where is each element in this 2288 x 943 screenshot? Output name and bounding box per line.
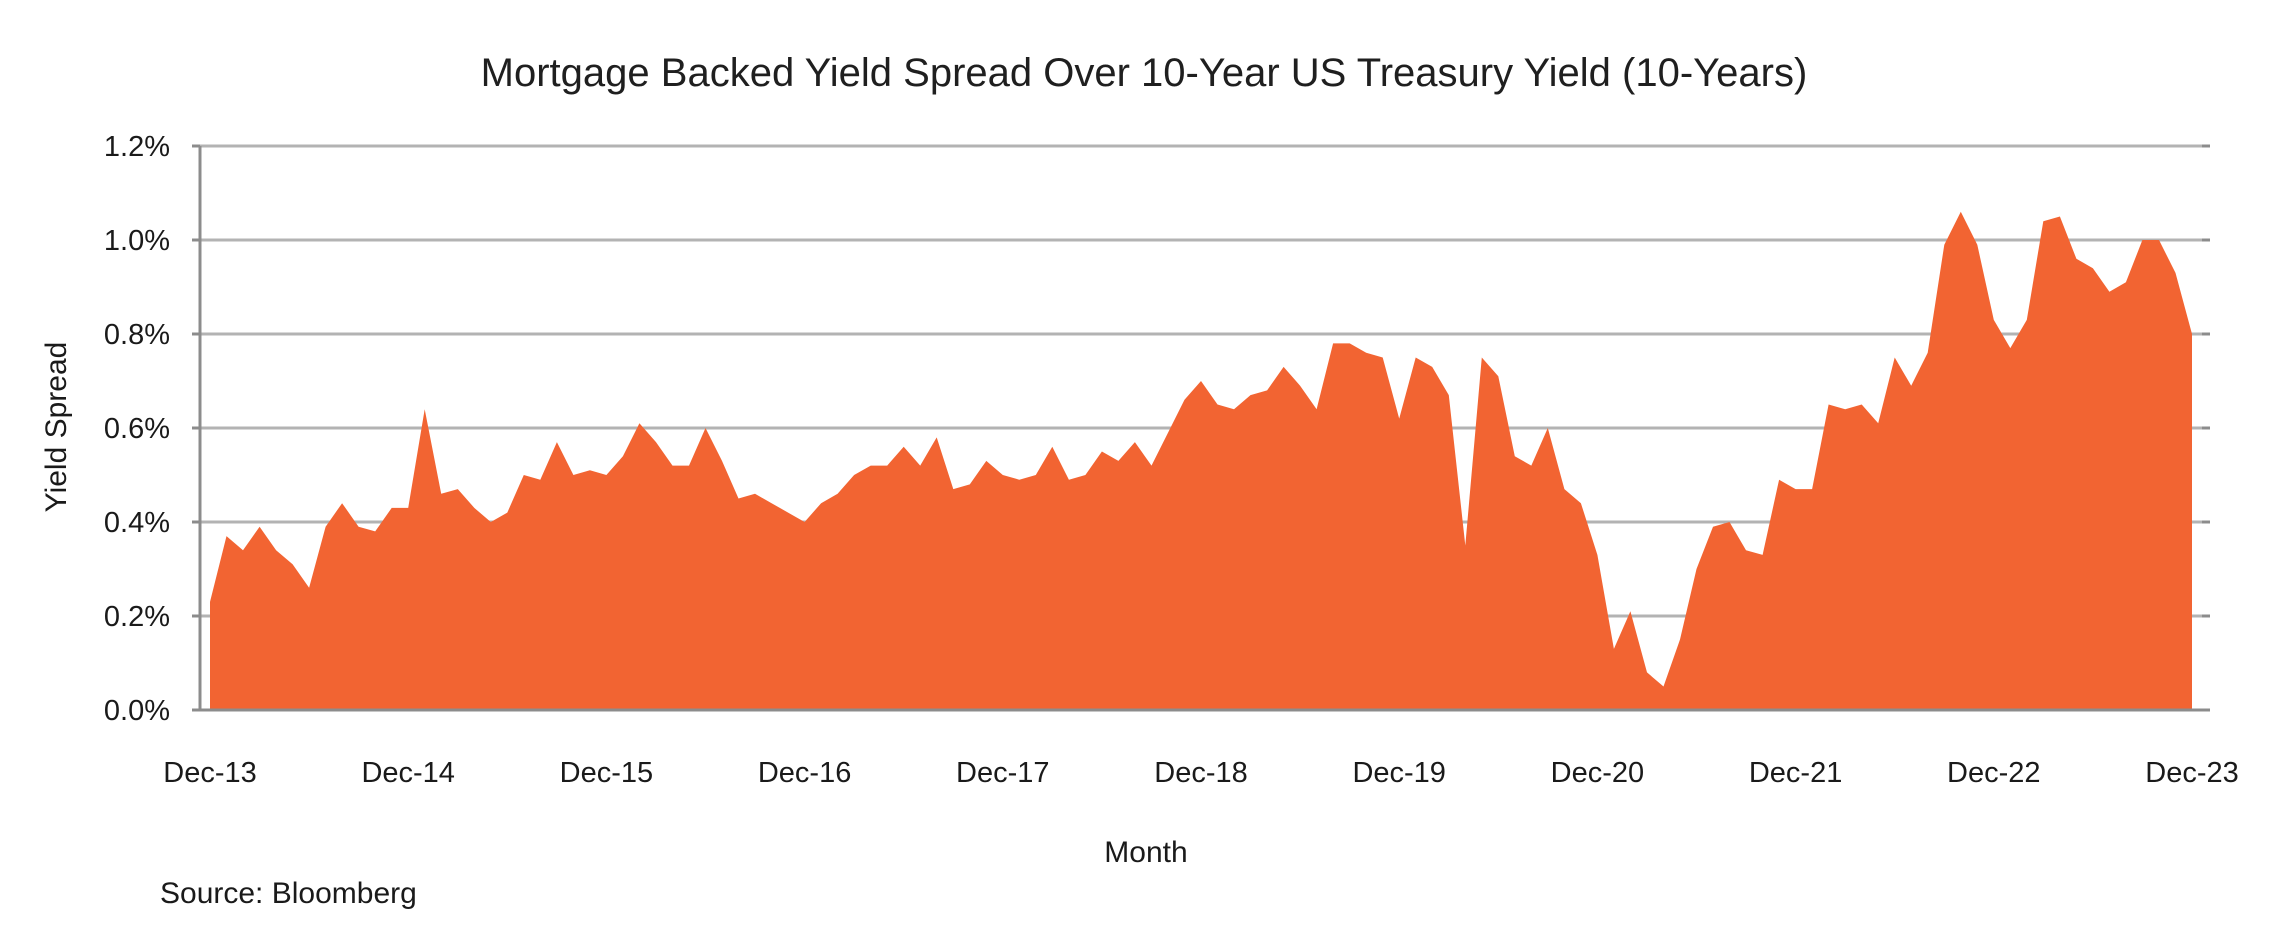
x-tick-label: Dec-16	[758, 757, 852, 789]
x-tick-label: Dec-14	[361, 757, 455, 789]
area-series	[210, 211, 2192, 711]
y-tick-label: 1.2%	[104, 131, 170, 163]
y-axis-title: Yield Spread	[40, 342, 73, 513]
x-tick-label: Dec-17	[956, 757, 1050, 789]
y-tick-label: 0.0%	[104, 695, 170, 727]
x-tick-label: Dec-20	[1551, 757, 1645, 789]
x-tick-label: Dec-13	[163, 757, 257, 789]
x-tick-labels: Dec-13 Dec-14 Dec-15 Dec-16 Dec-17 Dec-18 Dec-…	[163, 757, 2239, 789]
x-tick-label: Dec-23	[2145, 757, 2239, 789]
y-tick-label: 0.4%	[104, 507, 170, 539]
x-tick-label: Dec-15	[560, 757, 654, 789]
chart-title: Mortgage Backed Yield Spread Over 10-Yea…	[481, 51, 1808, 95]
y-tick-label: 1.0%	[104, 225, 170, 257]
x-axis-title: Month	[1104, 836, 1187, 869]
axis-layer	[192, 144, 2210, 712]
area-layer	[210, 211, 2192, 711]
y-tick-label: 0.8%	[104, 319, 170, 351]
source-note: Source: Bloomberg	[160, 877, 417, 910]
x-tick-label: Dec-21	[1749, 757, 1843, 789]
y-tick-label: 0.6%	[104, 413, 170, 445]
x-tick-label: Dec-18	[1154, 757, 1248, 789]
y-tick-label: 0.2%	[104, 601, 170, 633]
x-tick-label: Dec-22	[1947, 757, 2041, 789]
x-tick-label: Dec-19	[1352, 757, 1446, 789]
y-tick-labels: 0.0% 0.2% 0.4% 0.6% 0.8% 1.0% 1.2%	[104, 131, 170, 727]
